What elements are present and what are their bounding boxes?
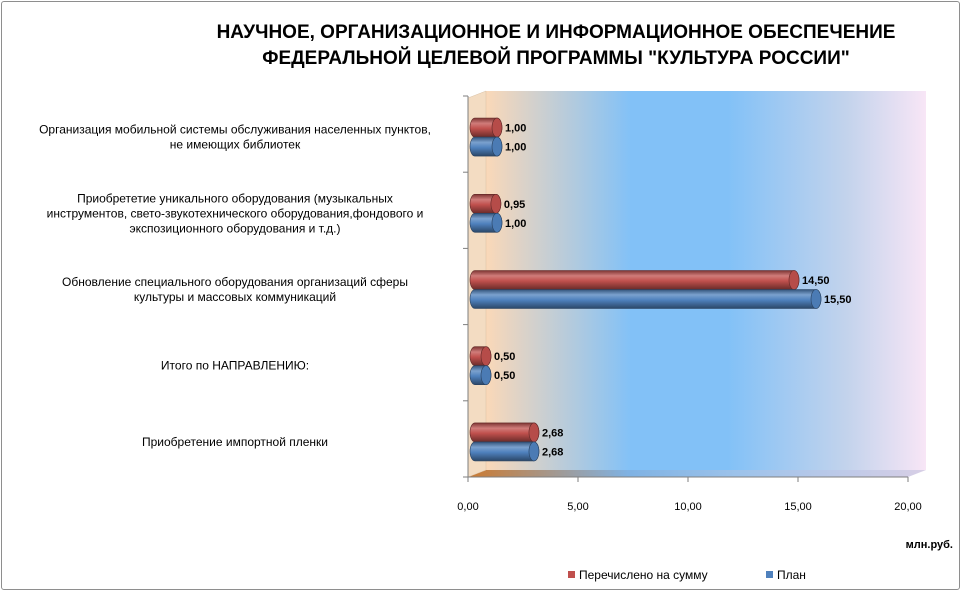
bar-end-cap <box>528 422 540 443</box>
bar-end-cap <box>491 136 503 157</box>
category-label-line: Приобрететие уникального оборудования (м… <box>77 191 393 205</box>
chart-floor <box>468 470 926 477</box>
value-tick-label: 0,00 <box>457 501 478 513</box>
data-label: 15,50 <box>824 294 852 306</box>
category-label-line: Обновление специального оборудования орг… <box>62 275 408 289</box>
category-label-line: культуры и массовых коммуникаций <box>134 290 336 304</box>
value-tick-label: 10,00 <box>674 501 702 513</box>
data-label: 14,50 <box>802 275 830 287</box>
bar-end-cap <box>788 270 800 290</box>
data-label: 0,50 <box>494 370 515 382</box>
category-label: Обновление специального оборудования орг… <box>62 275 408 304</box>
data-label: 0,95 <box>504 199 525 211</box>
value-axis-unit: млн.руб. <box>906 539 953 551</box>
value-tick-label: 20,00 <box>894 501 922 513</box>
category-label-line: Организация мобильной системы обслуживан… <box>39 123 431 137</box>
value-tick-label: 5,00 <box>567 501 588 513</box>
data-label: 2,68 <box>542 427 563 439</box>
data-label: 0,50 <box>494 351 515 363</box>
bar-transferred <box>469 270 800 290</box>
bar-end-cap <box>480 346 492 367</box>
value-tick-label: 15,00 <box>784 501 812 513</box>
category-label-line: Итого по НАПРАВЛЕНИЮ: <box>161 359 309 373</box>
bar-end-cap <box>810 289 822 309</box>
bar-plan <box>469 289 822 309</box>
legend-label: Перечислено на сумму <box>579 568 708 582</box>
legend-label: План <box>777 568 806 582</box>
category-label-line: инструментов, свето-звукотехнического об… <box>47 206 424 220</box>
data-label: 1,00 <box>505 123 526 135</box>
category-label: Итого по НАПРАВЛЕНИЮ: <box>161 359 309 373</box>
category-label-line: экспозиционного оборудования и т.д.) <box>129 221 340 235</box>
legend-swatch <box>766 571 773 578</box>
data-label: 1,00 <box>505 142 526 154</box>
category-label: Приобретение импортной пленки <box>142 435 328 449</box>
category-label: Приобрететие уникального оборудования (м… <box>47 191 424 235</box>
data-label: 2,68 <box>542 446 563 458</box>
data-label: 1,00 <box>505 218 526 230</box>
category-label-line: Приобретение импортной пленки <box>142 435 328 449</box>
bar-end-cap <box>490 194 502 214</box>
chart-title-line: НАУЧНОЕ, ОРГАНИЗАЦИОННОЕ И ИНФОРМАЦИОННО… <box>217 22 896 43</box>
bar-transferred <box>469 422 540 443</box>
bar-end-cap <box>528 441 540 462</box>
category-label: Организация мобильной системы обслуживан… <box>39 123 431 152</box>
bar-end-cap <box>480 365 492 386</box>
bar-plan <box>469 441 540 462</box>
chart-title-line: ФЕДЕРАЛЬНОЙ ЦЕЛЕВОЙ ПРОГРАММЫ "КУЛЬТУРА … <box>262 47 850 69</box>
bar-end-cap <box>491 213 503 233</box>
category-label-line: не имеющих библиотек <box>170 138 301 152</box>
bar-end-cap <box>491 117 503 138</box>
legend-swatch <box>568 571 575 578</box>
